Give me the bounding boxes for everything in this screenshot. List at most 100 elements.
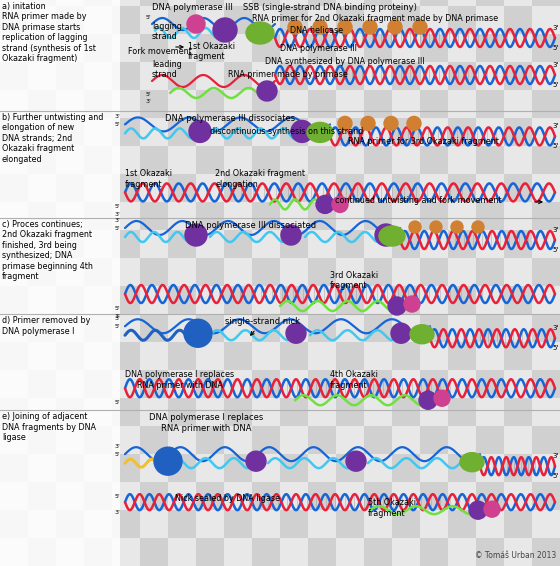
Bar	[420, 426, 448, 454]
Bar	[140, 510, 168, 538]
Bar	[168, 510, 196, 538]
Text: 3': 3'	[114, 444, 120, 449]
Bar	[56, 118, 84, 146]
Bar	[112, 34, 140, 62]
Bar	[0, 370, 28, 398]
Bar	[140, 34, 168, 62]
Circle shape	[281, 225, 301, 245]
Bar	[392, 342, 420, 370]
Circle shape	[189, 121, 211, 143]
Text: DNA helicase: DNA helicase	[290, 26, 343, 35]
Bar	[28, 454, 56, 482]
Bar	[280, 426, 308, 454]
Bar	[112, 174, 140, 202]
Bar	[280, 90, 308, 118]
Text: DNA polymerase III dissociates: DNA polymerase III dissociates	[165, 114, 295, 123]
Bar	[112, 342, 140, 370]
Bar	[364, 258, 392, 286]
Bar	[56, 0, 84, 6]
Bar	[196, 510, 224, 538]
Bar	[196, 482, 224, 510]
Bar	[364, 314, 392, 342]
Circle shape	[469, 501, 487, 519]
Bar	[504, 0, 532, 6]
Bar	[84, 146, 112, 174]
Circle shape	[419, 391, 437, 409]
Text: 3': 3'	[552, 453, 558, 459]
Bar	[336, 230, 364, 258]
Bar	[364, 6, 392, 34]
Bar	[308, 510, 336, 538]
Bar	[0, 510, 28, 538]
Bar	[196, 538, 224, 566]
Bar	[56, 342, 84, 370]
Circle shape	[257, 81, 277, 101]
Bar	[420, 482, 448, 510]
Bar	[0, 398, 28, 426]
Bar	[476, 538, 504, 566]
Bar	[84, 258, 112, 286]
Bar	[392, 426, 420, 454]
Bar	[140, 482, 168, 510]
Bar	[252, 426, 280, 454]
Bar	[84, 314, 112, 342]
Bar	[364, 510, 392, 538]
Bar	[476, 34, 504, 62]
Bar	[112, 426, 140, 454]
Bar	[196, 34, 224, 62]
Bar	[364, 146, 392, 174]
Bar	[112, 314, 140, 342]
Bar	[532, 370, 560, 398]
Text: 5': 5'	[552, 247, 558, 253]
Text: 3': 3'	[114, 218, 120, 223]
Bar	[196, 202, 224, 230]
Bar	[56, 370, 84, 398]
Bar	[168, 482, 196, 510]
Bar	[308, 90, 336, 118]
Bar	[252, 454, 280, 482]
Bar	[28, 538, 56, 566]
Bar	[0, 482, 28, 510]
Bar	[308, 258, 336, 286]
Text: single-strand nick: single-strand nick	[225, 317, 300, 326]
Bar	[84, 62, 112, 90]
Bar	[420, 34, 448, 62]
Bar	[224, 174, 252, 202]
Bar	[56, 454, 84, 482]
Bar	[476, 398, 504, 426]
Bar	[196, 258, 224, 286]
Text: leading
strand: leading strand	[152, 60, 182, 79]
Bar	[532, 230, 560, 258]
Circle shape	[388, 20, 402, 34]
Bar	[364, 118, 392, 146]
Bar	[0, 426, 28, 454]
Circle shape	[404, 296, 420, 312]
Circle shape	[288, 20, 302, 34]
Bar	[308, 538, 336, 566]
Text: a) initation
RNA primer made by
DNA primase starts
replication of lagging
strand: a) initation RNA primer made by DNA prim…	[2, 2, 96, 63]
Text: 1st Okazaki
fragment: 1st Okazaki fragment	[125, 169, 172, 189]
Bar	[364, 286, 392, 314]
Bar	[280, 34, 308, 62]
Bar	[504, 482, 532, 510]
Text: 5': 5'	[552, 82, 558, 88]
Circle shape	[246, 451, 266, 471]
Bar	[392, 146, 420, 174]
Bar	[364, 398, 392, 426]
Bar	[0, 62, 28, 90]
Bar	[28, 482, 56, 510]
Bar	[84, 426, 112, 454]
Bar	[364, 482, 392, 510]
Bar	[196, 174, 224, 202]
Bar	[28, 398, 56, 426]
Bar	[476, 258, 504, 286]
Bar	[84, 202, 112, 230]
Bar	[364, 90, 392, 118]
Bar	[392, 90, 420, 118]
Bar	[84, 482, 112, 510]
Bar	[56, 174, 84, 202]
Bar	[196, 90, 224, 118]
Circle shape	[451, 221, 463, 233]
Bar	[196, 370, 224, 398]
Circle shape	[430, 221, 442, 233]
